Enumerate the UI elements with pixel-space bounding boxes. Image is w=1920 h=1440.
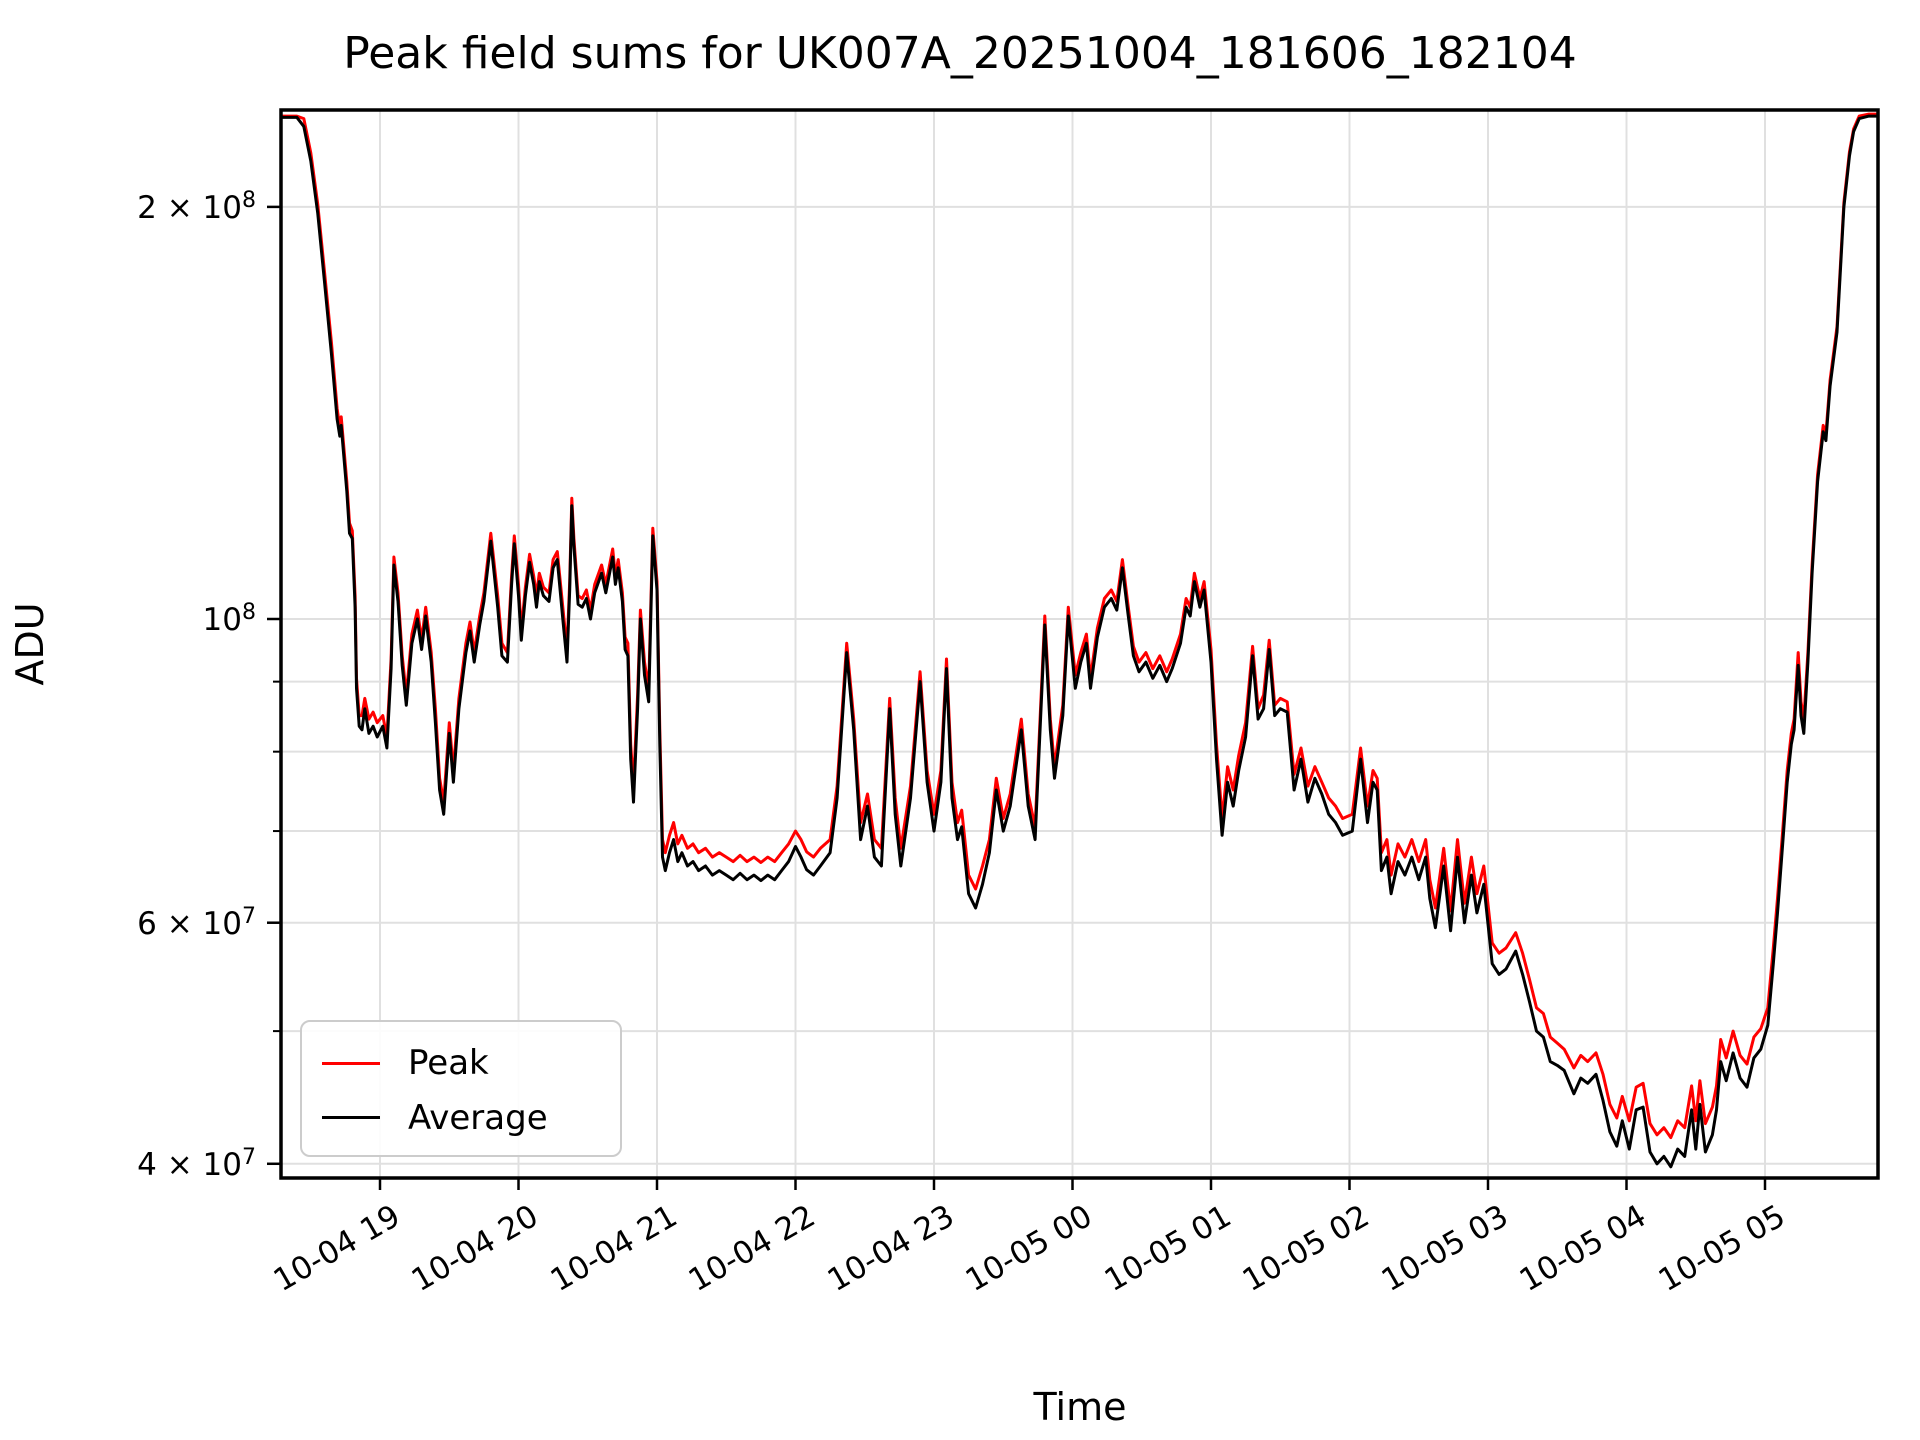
legend: Peak Average [300,1020,622,1157]
y-tick-label: 4 × 107 [137,1144,256,1183]
y-tick-label: 6 × 107 [137,903,256,942]
legend-item-peak: Peak [322,1037,600,1089]
x-axis-label: Time [1033,1385,1127,1429]
y-tick-label: 108 [202,599,256,639]
peak-line-sample [322,1061,380,1065]
chart-title: Peak field sums for UK007A_20251004_1816… [343,28,1577,79]
y-tick-label: 2 × 108 [137,187,256,227]
legend-label-average: Average [408,1097,548,1138]
average-line-sample [322,1116,380,1120]
legend-label-peak: Peak [408,1043,489,1084]
legend-item-average: Average [322,1092,600,1144]
